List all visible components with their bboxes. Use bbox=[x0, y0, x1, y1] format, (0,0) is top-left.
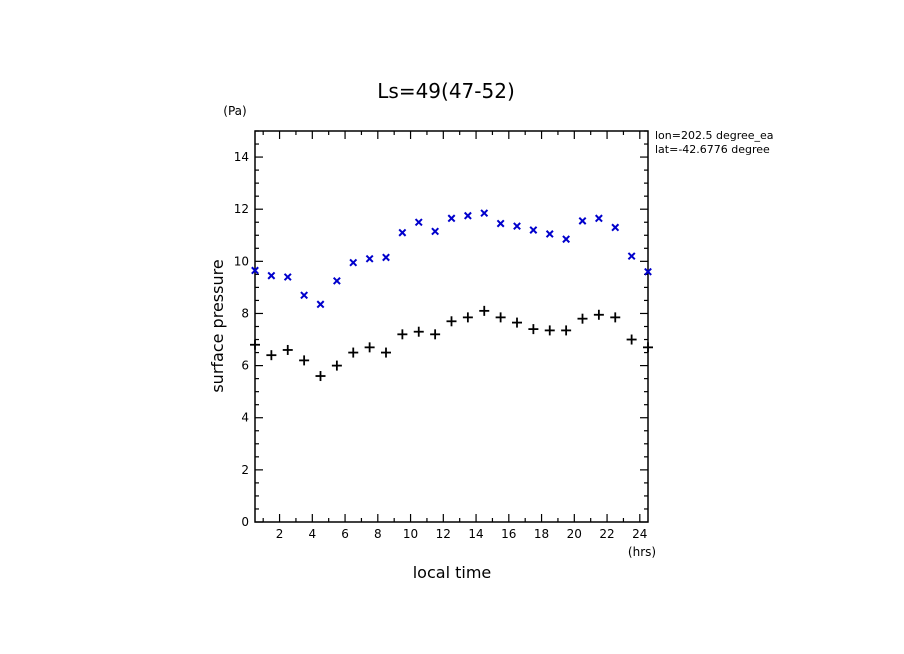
data-point-series-2 bbox=[593, 309, 604, 320]
x-tick-label: 16 bbox=[501, 527, 516, 541]
y-tick-label: 0 bbox=[241, 515, 249, 529]
data-point-series-2 bbox=[512, 317, 522, 328]
data-point-series-2 bbox=[495, 312, 506, 323]
y-tick-label: 6 bbox=[241, 359, 249, 373]
data-point-series-2 bbox=[446, 316, 457, 327]
data-point-series-1 bbox=[562, 235, 571, 244]
y-tick-label: 14 bbox=[234, 150, 249, 164]
y-axis-label: surface pressure bbox=[208, 259, 227, 392]
x-tick-label: 24 bbox=[632, 527, 647, 541]
data-point-series-2 bbox=[479, 305, 490, 316]
data-point-series-2 bbox=[282, 344, 293, 355]
data-point-series-2 bbox=[561, 325, 572, 336]
data-point-series-1 bbox=[300, 291, 309, 300]
data-point-series-2 bbox=[364, 342, 375, 353]
data-markers bbox=[250, 209, 653, 382]
axis-ticks bbox=[255, 130, 648, 523]
data-point-series-2 bbox=[528, 324, 539, 335]
data-point-series-2 bbox=[430, 329, 441, 340]
data-point-series-2 bbox=[381, 347, 391, 358]
data-point-series-1 bbox=[627, 252, 636, 261]
data-point-series-1 bbox=[447, 214, 456, 223]
x-tick-label: 4 bbox=[308, 527, 316, 541]
data-point-series-2 bbox=[397, 329, 408, 340]
annotation-lon: lon=202.5 degree_ea bbox=[655, 129, 774, 142]
data-point-series-2 bbox=[643, 342, 653, 353]
data-point-series-1 bbox=[480, 209, 489, 218]
data-point-series-1 bbox=[545, 230, 554, 238]
data-point-series-1 bbox=[251, 266, 259, 275]
data-point-series-2 bbox=[577, 313, 588, 324]
data-point-series-2 bbox=[610, 312, 621, 323]
data-point-series-1 bbox=[316, 300, 325, 309]
data-point-series-2 bbox=[250, 339, 260, 350]
data-point-series-1 bbox=[578, 217, 587, 225]
data-point-series-1 bbox=[365, 254, 374, 263]
y-tick-label: 12 bbox=[234, 202, 249, 216]
y-tick-label: 8 bbox=[241, 306, 249, 320]
data-point-series-2 bbox=[315, 371, 326, 382]
data-point-series-1 bbox=[267, 271, 276, 280]
data-point-series-2 bbox=[462, 312, 473, 323]
y-tick-label: 4 bbox=[241, 411, 249, 425]
x-axis-label: local time bbox=[413, 563, 492, 582]
data-point-series-1 bbox=[349, 258, 358, 267]
y-unit-label: (Pa) bbox=[223, 104, 246, 118]
x-tick-label: 20 bbox=[567, 527, 582, 541]
data-point-series-2 bbox=[626, 334, 637, 345]
data-point-series-1 bbox=[398, 228, 407, 237]
annotation-lat: lat=-42.6776 degree bbox=[655, 143, 770, 156]
data-point-series-1 bbox=[529, 226, 538, 234]
data-point-series-2 bbox=[348, 347, 359, 358]
x-tick-label: 10 bbox=[403, 527, 418, 541]
data-point-series-1 bbox=[611, 223, 620, 232]
data-point-series-2 bbox=[266, 350, 277, 361]
data-point-series-2 bbox=[299, 355, 310, 366]
x-tick-label: 22 bbox=[599, 527, 614, 541]
data-point-series-2 bbox=[331, 360, 342, 371]
x-tick-label: 8 bbox=[374, 527, 382, 541]
y-tick-label: 2 bbox=[241, 463, 249, 477]
data-point-series-1 bbox=[414, 218, 423, 227]
data-point-series-1 bbox=[644, 267, 652, 276]
data-point-series-1 bbox=[332, 276, 341, 285]
data-point-series-1 bbox=[382, 253, 390, 262]
x-tick-label: 2 bbox=[276, 527, 284, 541]
data-point-series-1 bbox=[463, 211, 472, 220]
data-point-series-1 bbox=[283, 273, 292, 281]
plot-frame bbox=[254, 130, 649, 523]
chart-title: Ls=49(47-52) bbox=[377, 79, 515, 103]
data-point-series-1 bbox=[431, 227, 440, 236]
x-tick-label: 18 bbox=[534, 527, 549, 541]
data-point-series-1 bbox=[496, 219, 505, 228]
data-point-series-2 bbox=[413, 326, 424, 337]
x-tick-label: 12 bbox=[436, 527, 451, 541]
annotation-clip bbox=[780, 128, 810, 158]
x-tick-label: 14 bbox=[468, 527, 483, 541]
x-tick-label: 6 bbox=[341, 527, 349, 541]
y-tick-label: 10 bbox=[234, 254, 249, 268]
data-point-series-1 bbox=[513, 222, 521, 231]
data-point-series-1 bbox=[594, 214, 603, 223]
x-unit-label: (hrs) bbox=[628, 545, 656, 559]
data-point-series-2 bbox=[544, 325, 555, 336]
